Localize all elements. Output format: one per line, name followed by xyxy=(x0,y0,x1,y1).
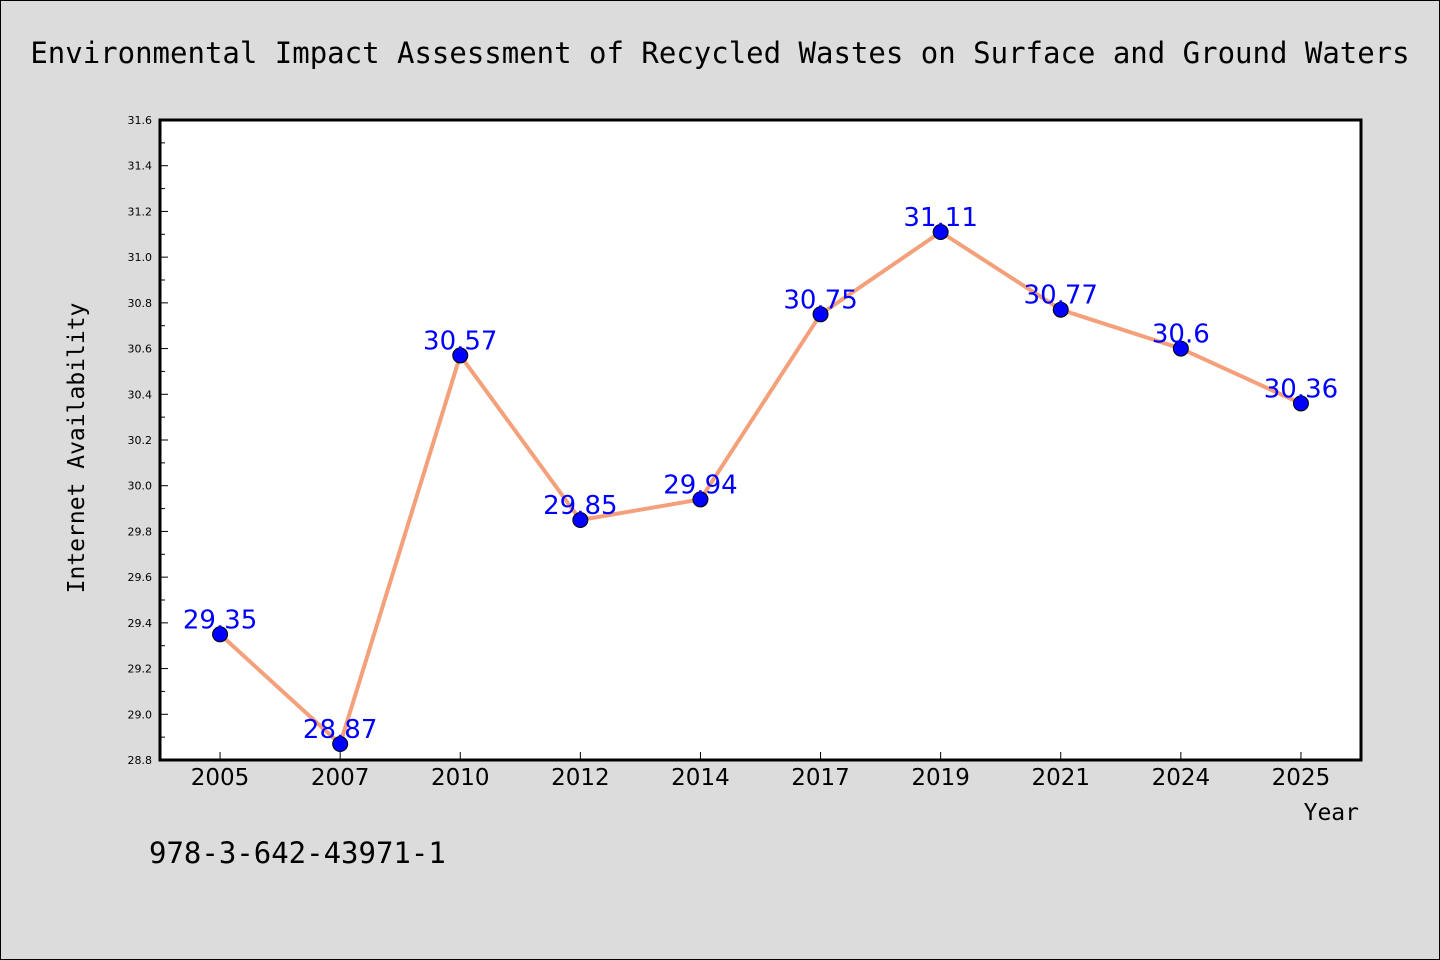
x-tick-label: 2019 xyxy=(911,765,970,791)
data-point xyxy=(692,491,709,508)
x-axis: 2005 2007 2010 2012 2014 2017 2019 2021 2024 2025 xyxy=(191,752,1330,791)
x-axis-label: Year xyxy=(1304,800,1359,826)
data-point xyxy=(452,347,469,364)
y-tick-label: 29.2 xyxy=(128,663,153,676)
y-axis-label: Internet Availability xyxy=(64,303,90,594)
data-label: 29.94 xyxy=(663,470,737,500)
data-label: 30.6 xyxy=(1152,320,1210,350)
y-axis: 28.8 29.0 29.2 29.4 29.6 29.8 30.0 30.2 30.4 30.6… xyxy=(128,114,168,767)
y-tick-label: 31.2 xyxy=(128,205,153,218)
y-tick-label: 29.4 xyxy=(128,617,153,630)
x-tick-label: 2010 xyxy=(431,765,490,791)
data-point xyxy=(1172,340,1189,357)
data-label: 30.75 xyxy=(783,285,857,315)
data-label: 30.77 xyxy=(1024,281,1098,311)
data-label: 29.35 xyxy=(183,605,257,635)
data-point xyxy=(1052,301,1069,318)
data-label: 31.11 xyxy=(903,203,977,233)
y-tick-label: 30.4 xyxy=(128,388,153,401)
x-tick-label: 2017 xyxy=(791,765,850,791)
data-point xyxy=(572,512,589,528)
series-line xyxy=(218,230,1302,746)
x-tick-label: 2024 xyxy=(1152,765,1211,791)
data-label: 30.36 xyxy=(1264,374,1338,404)
x-tick-label: 2014 xyxy=(671,765,730,791)
y-tick-label: 29.0 xyxy=(128,708,153,721)
data-labels: 29.35 28.87 30.57 29.85 29.94 30.75 31.11 30.77… xyxy=(183,203,1338,745)
data-point xyxy=(212,626,229,643)
y-tick-label: 31.4 xyxy=(128,160,153,173)
y-tick-label: 31.6 xyxy=(128,114,153,127)
y-tick-label: 30.8 xyxy=(128,297,153,310)
x-tick-label: 2025 xyxy=(1272,765,1331,791)
x-tick-label: 2007 xyxy=(311,765,370,791)
data-label: 30.57 xyxy=(423,326,497,356)
data-point xyxy=(932,224,949,240)
data-label: 28.87 xyxy=(303,715,377,745)
x-tick-label: 2012 xyxy=(551,765,610,791)
data-point xyxy=(332,736,349,752)
plot-area xyxy=(158,118,1363,762)
chart-title: Environmental Impact Assessment of Recyc… xyxy=(30,36,1409,70)
y-tick-label: 28.8 xyxy=(128,754,153,767)
y-tick-label: 30.0 xyxy=(128,480,153,493)
x-tick-label: 2005 xyxy=(191,765,250,791)
y-tick-label: 29.6 xyxy=(128,571,153,584)
isbn-text: 978-3-642-43971-1 xyxy=(149,836,446,870)
y-tick-label: 29.8 xyxy=(128,525,153,538)
data-point xyxy=(812,306,829,323)
data-markers xyxy=(212,224,1309,752)
x-tick-label: 2021 xyxy=(1031,765,1090,791)
data-label: 29.85 xyxy=(543,491,617,521)
data-point xyxy=(1292,395,1309,412)
series-line-group xyxy=(218,230,1302,746)
y-tick-label: 30.6 xyxy=(128,343,153,356)
y-tick-label: 30.2 xyxy=(128,434,153,447)
y-tick-label: 31.0 xyxy=(128,251,153,264)
